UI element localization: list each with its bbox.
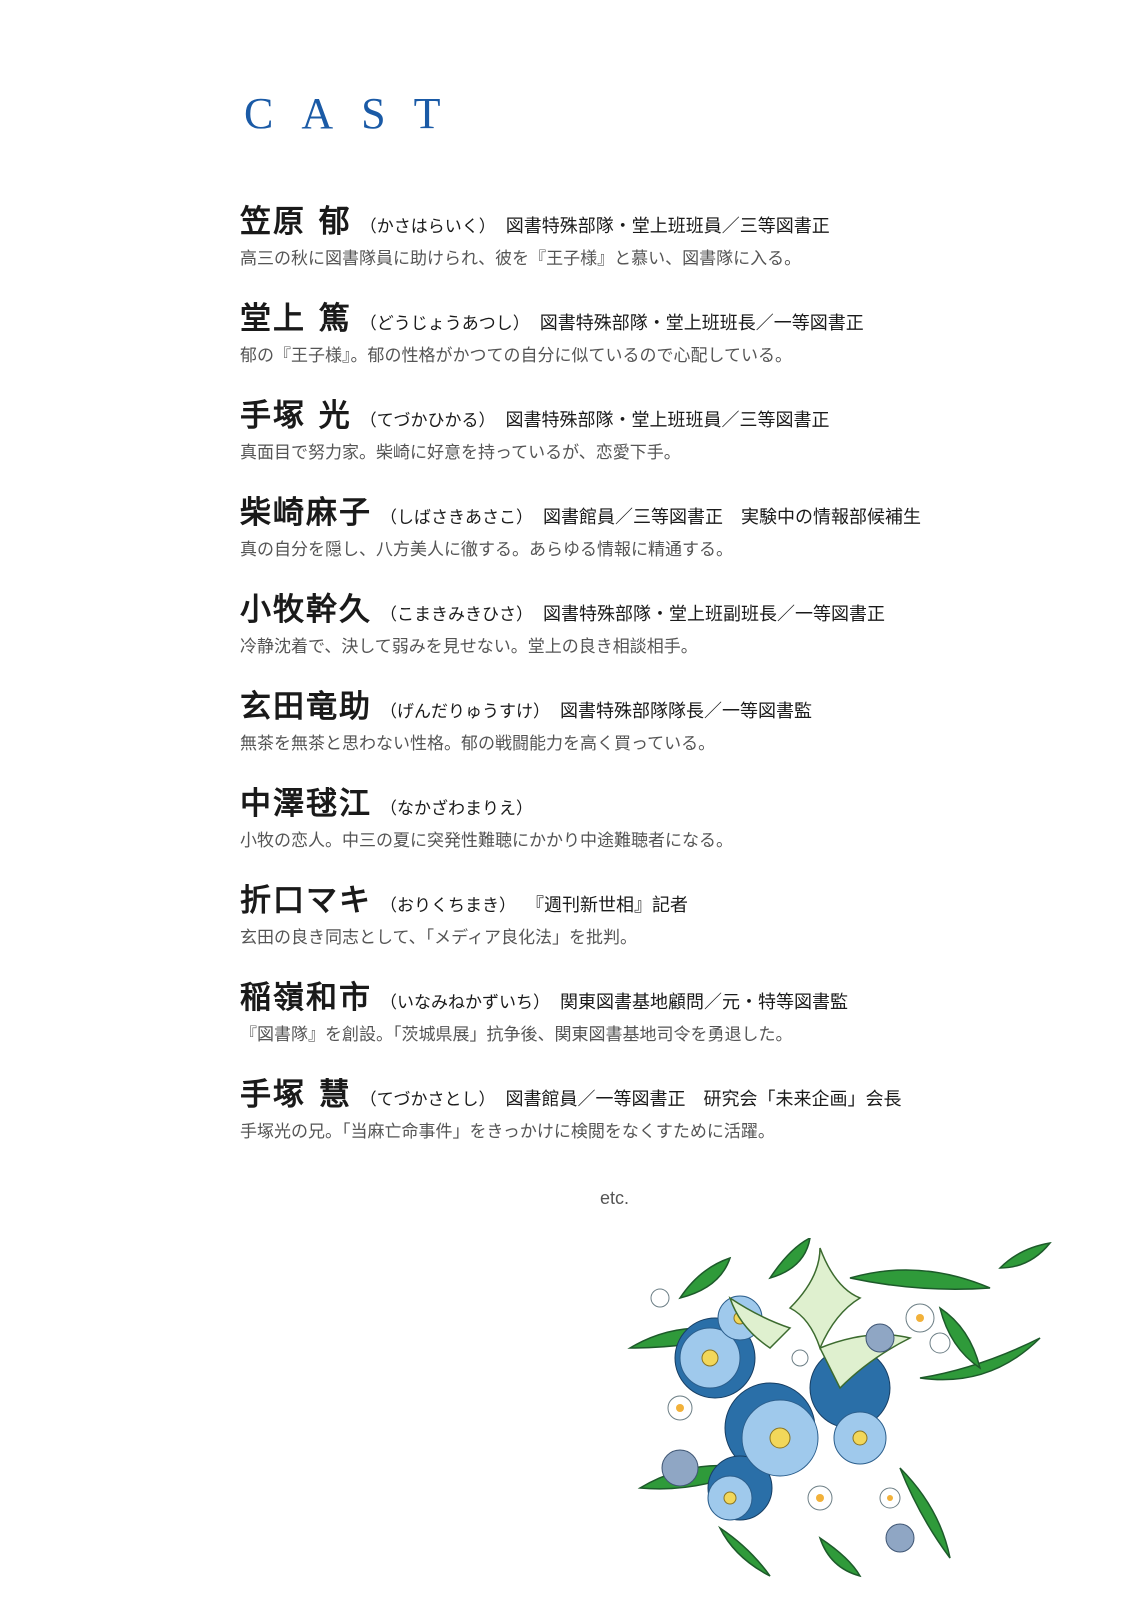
cast-name: 中澤毬江 [240,786,372,822]
cast-reading: （おりくちまき） [380,896,516,916]
cast-name: 手塚 慧 [240,1077,352,1113]
cast-description: 郁の『王子様』。郁の性格がかつての自分に似ているので心配している。 [240,346,792,366]
cast-description: 真面目で努力家。柴崎に好意を持っているが、恋愛下手。 [240,443,681,463]
cast-name: 柴崎麻子 [240,495,372,531]
cast-role: 関東図書基地顧問／元・特等図書監 [560,992,848,1013]
cast-description: 『図書隊』を創設。「茨城県展」抗争後、関東図書基地司令を勇退した。 [240,1025,793,1045]
cast-reading: （げんだりゅうすけ） [380,702,550,722]
cast-description: 真の自分を隠し、八方美人に徹する。あらゆる情報に精通する。 [240,540,733,560]
cast-description: 小牧の恋人。中三の夏に突発性難聴にかかり中途難聴者になる。 [240,831,733,851]
cast-description: 手塚光の兄。「当麻亡命事件」をきっかけに検閲をなくすために活躍。 [240,1122,775,1142]
cast-entry: 笠原 郁 （かさはらいく） 図書特殊部隊・堂上班班員／三等図書正 高三の秋に図書… [240,196,1060,293]
cast-reading: （かさはらいく） [359,217,496,237]
cast-entry: 柴崎麻子 （しばさきあさこ） 図書館員／三等図書正 実験中の情報部候補生 真の自… [240,487,1060,584]
cast-entry: 堂上 篤 （どうじょうあつし） 図書特殊部隊・堂上班班長／一等図書正 郁の『王子… [240,293,1060,390]
cast-reading: （どうじょうあつし） [359,314,530,334]
cast-name: 小牧幹久 [240,592,372,628]
cast-name: 折口マキ [240,883,372,919]
cast-reading: （いなみねかずいち） [380,993,550,1013]
cast-role: 図書館員／三等図書正 実験中の情報部候補生 [543,507,921,528]
cast-role: 図書特殊部隊・堂上班副班長／一等図書正 [543,604,885,625]
cast-reading: （こまきみきひさ） [380,605,533,625]
cast-entry: 玄田竜助 （げんだりゅうすけ） 図書特殊部隊隊長／一等図書監 無茶を無茶と思わな… [240,681,1060,778]
cast-name: 玄田竜助 [240,689,372,725]
cast-reading: （てづかひかる） [359,411,496,431]
cast-role: 図書特殊部隊・堂上班班長／一等図書正 [539,313,864,334]
cast-role: 図書特殊部隊隊長／一等図書監 [560,701,812,722]
cast-name: 笠原 郁 [240,204,352,240]
cast-entry: 小牧幹久 （こまきみきひさ） 図書特殊部隊・堂上班副班長／一等図書正 冷静沈着で… [240,584,1060,681]
page-title: CAST [244,89,469,138]
cast-name: 手塚 光 [240,398,352,434]
cast-entry: 手塚 光 （てづかひかる） 図書特殊部隊・堂上班班員／三等図書正 真面目で努力家… [240,390,1060,487]
etc-label: etc. [600,1188,630,1208]
cast-role: 図書特殊部隊・堂上班班員／三等図書正 [505,410,830,431]
flower-bouquet-icon [627,1238,1052,1578]
cast-name: 稲嶺和市 [240,980,372,1016]
cast-description: 玄田の良き同志として、「メディア良化法」を批判。 [240,928,637,948]
cast-reading: （てづかさとし） [359,1090,496,1110]
cast-role: 図書館員／一等図書正 研究会「未来企画」会長 [505,1089,902,1110]
cast-entry: 中澤毬江 （なかざわまりえ） 小牧の恋人。中三の夏に突発性難聴にかかり中途難聴者… [240,778,1060,875]
cast-description: 冷静沈着で、決して弱みを見せない。堂上の良き相談相手。 [240,637,698,657]
cast-name: 堂上 篤 [240,301,352,337]
cast-reading: （しばさきあさこ） [380,508,533,528]
cast-list: 笠原 郁 （かさはらいく） 図書特殊部隊・堂上班班員／三等図書正 高三の秋に図書… [240,196,1060,1166]
cast-entry: 稲嶺和市 （いなみねかずいち） 関東図書基地顧問／元・特等図書監 『図書隊』を創… [240,972,1060,1069]
cast-role: 『週刊新世相』記者 [526,895,688,916]
cast-reading: （なかざわまりえ） [380,799,533,819]
cast-description: 無茶を無茶と思わない性格。郁の戦闘能力を高く買っている。 [240,734,716,754]
cast-entry: 折口マキ （おりくちまき） 『週刊新世相』記者 玄田の良き同志として、「メディア… [240,875,1060,972]
cast-role: 図書特殊部隊・堂上班班員／三等図書正 [505,216,830,237]
cast-entry: 手塚 慧 （てづかさとし） 図書館員／一等図書正 研究会「未来企画」会長 手塚光… [240,1069,1060,1166]
cast-description: 高三の秋に図書隊員に助けられ、彼を『王子様』と慕い、図書隊に入る。 [240,249,802,269]
